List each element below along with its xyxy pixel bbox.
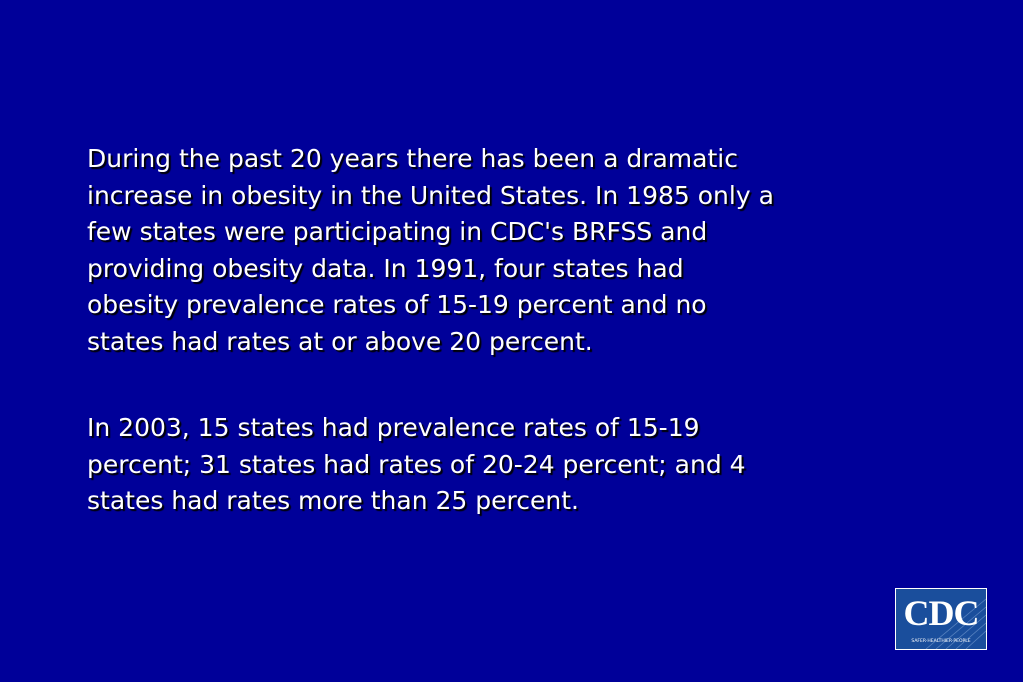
text-line: obesity prevalence rates of 15-19 percen… <box>87 290 707 319</box>
logo-tagline: SAFER·HEALTHIER·PEOPLE <box>911 639 971 644</box>
paragraph: During the past 20 years there has been … <box>87 141 774 360</box>
text-line: During the past 20 years there has been … <box>87 144 738 173</box>
text-line: states had rates at or above 20 percent. <box>87 326 593 356</box>
text-line: few states were participating in CDC's B… <box>87 217 708 246</box>
logo-name: CDC <box>903 593 980 633</box>
text-line: states had rates more than 25 percent. <box>87 486 579 515</box>
paragraph: In 2003, 15 states had prevalence rates … <box>87 410 746 520</box>
logo-stripes <box>925 598 986 649</box>
text-line: In 2003, 15 states had prevalence rates … <box>87 413 700 442</box>
cdc-logo: CDC SAFER·HEALTHIER·PEOPLE <box>895 588 987 650</box>
text-line: increase in obesity in the United States… <box>87 180 774 210</box>
text-line: percent; 31 states had rates of 20-24 pe… <box>87 449 746 479</box>
text-line: providing obesity data. In 1991, four st… <box>87 253 684 283</box>
